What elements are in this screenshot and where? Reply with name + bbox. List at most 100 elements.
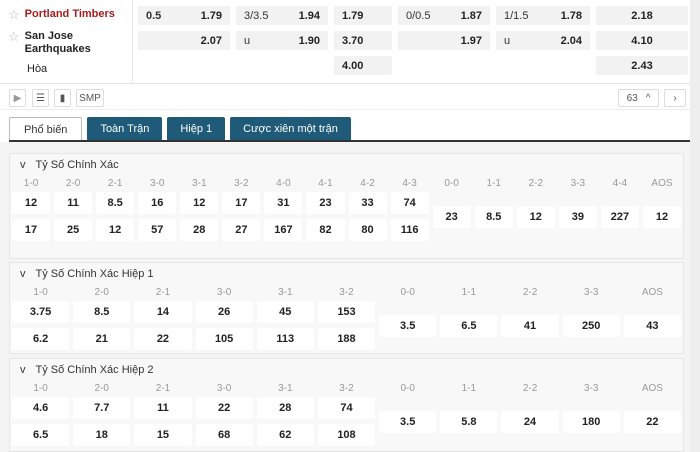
odds-cell[interactable]: 18 xyxy=(73,424,131,446)
odds-cell[interactable]: 8.5 xyxy=(96,192,135,214)
ou-over[interactable]: 3/3.5 1.94 xyxy=(236,6,328,25)
star-icon[interactable]: ☆ xyxy=(8,29,20,44)
odds-cell[interactable]: 24 xyxy=(501,411,559,433)
odds-cell[interactable]: 6.5 xyxy=(12,424,70,446)
section-header[interactable]: v Tỷ Số Chính Xác Hiệp 2 xyxy=(10,359,683,381)
odds-cell[interactable]: 45 xyxy=(256,301,314,323)
odds-cell[interactable]: 153 xyxy=(317,301,376,323)
h1-hdp-line: 0/0.5 xyxy=(406,9,431,22)
scrollbar[interactable] xyxy=(690,0,700,452)
odds-cell[interactable]: 113 xyxy=(256,328,314,350)
odds-cell[interactable]: 12 xyxy=(180,192,219,214)
odds-cell[interactable]: 12 xyxy=(516,206,555,228)
odds-cell[interactable]: 16 xyxy=(138,192,177,214)
odds-cell[interactable]: 25 xyxy=(54,219,93,241)
chevron-right-icon[interactable]: › xyxy=(664,89,686,107)
odds-cell[interactable]: 23 xyxy=(432,206,471,228)
h1-ou-under[interactable]: u 2.04 xyxy=(496,31,590,50)
score-label: 3-3 xyxy=(583,383,599,394)
odds-cell[interactable]: 6.2 xyxy=(12,328,70,350)
odds-cell[interactable]: 21 xyxy=(73,328,131,350)
section-header[interactable]: v Tỷ Số Chính Xác xyxy=(10,154,683,176)
odds-cell[interactable]: 250 xyxy=(562,315,620,337)
odds-cell[interactable]: 14 xyxy=(134,301,192,323)
h1-hdp-home[interactable]: 0/0.5 1.87 xyxy=(398,6,490,25)
odds-cell[interactable]: 57 xyxy=(138,219,177,241)
hdp-home[interactable]: 0.5 1.79 xyxy=(138,6,230,25)
odds-cell[interactable]: 3.5 xyxy=(379,315,437,337)
market-count: 63 xyxy=(626,92,638,104)
tab-same-game-parlay[interactable]: Cược xiên một trận xyxy=(230,117,351,141)
hdp-away[interactable]: 2.07 xyxy=(138,31,230,50)
play-icon[interactable]: ▶ xyxy=(9,89,26,107)
score-column: AOS 22 xyxy=(622,381,683,433)
odds-cell[interactable]: 33 xyxy=(348,192,387,214)
odds-cell[interactable]: 5.8 xyxy=(440,411,498,433)
odds-cell[interactable]: 28 xyxy=(180,219,219,241)
tab-popular[interactable]: Phổ biến xyxy=(9,117,83,141)
odds-cell[interactable]: 68 xyxy=(195,424,253,446)
tab-divider xyxy=(9,140,690,142)
odds-cell[interactable]: 22 xyxy=(195,397,253,419)
h1-x12-home[interactable]: 2.18 xyxy=(596,6,688,25)
h1-hdp-away[interactable]: 1.97 xyxy=(398,31,490,50)
odds-cell[interactable]: 108 xyxy=(317,424,376,446)
odds-cell[interactable]: 7.7 xyxy=(73,397,131,419)
odds-cell[interactable]: 188 xyxy=(317,328,376,350)
odds-cell[interactable]: 11 xyxy=(134,397,192,419)
score-label: AOS xyxy=(641,287,663,298)
odds-cell[interactable]: 3.75 xyxy=(12,301,70,323)
odds-cell[interactable]: 8.5 xyxy=(73,301,131,323)
odds-cell[interactable]: 27 xyxy=(222,219,261,241)
score-column: 0-0 3.5 xyxy=(377,381,438,433)
odds-cell[interactable]: 43 xyxy=(623,315,681,337)
x12-draw[interactable]: 4.00 xyxy=(334,56,392,75)
odds-cell[interactable]: 227 xyxy=(600,206,639,228)
odds-cell[interactable]: 82 xyxy=(306,219,345,241)
odds-cell[interactable]: 6.5 xyxy=(440,315,498,337)
odds-cell[interactable]: 116 xyxy=(390,219,429,241)
x12-away[interactable]: 3.70 xyxy=(334,31,392,50)
h1-x12-away[interactable]: 4.10 xyxy=(596,31,688,50)
odds-cell[interactable]: 80 xyxy=(348,219,387,241)
odds-cell[interactable]: 3.5 xyxy=(379,411,437,433)
odds-cell[interactable]: 62 xyxy=(256,424,314,446)
odds-cell[interactable]: 8.5 xyxy=(474,206,513,228)
score-column: 3-0 26 105 xyxy=(194,285,255,350)
odds: 1.94 xyxy=(298,9,320,22)
odds-cell[interactable]: 11 xyxy=(54,192,93,214)
smp-button[interactable]: SMP xyxy=(76,89,104,107)
odds-cell[interactable]: 22 xyxy=(623,411,681,433)
score-label: 1-1 xyxy=(461,383,477,394)
section-header[interactable]: v Tỷ Số Chính Xác Hiệp 1 xyxy=(10,263,683,285)
star-icon[interactable]: ☆ xyxy=(8,7,20,22)
odds-cell[interactable]: 26 xyxy=(195,301,253,323)
x12-home[interactable]: 1.79 xyxy=(334,6,392,25)
odds-cell[interactable]: 41 xyxy=(501,315,559,337)
odds-cell[interactable]: 39 xyxy=(558,206,597,228)
odds-cell[interactable]: 28 xyxy=(256,397,314,419)
odds-cell[interactable]: 105 xyxy=(195,328,253,350)
odds-cell[interactable]: 23 xyxy=(306,192,345,214)
ou-under[interactable]: u 1.90 xyxy=(236,31,328,50)
odds-cell[interactable]: 17 xyxy=(12,219,51,241)
tab-first-half[interactable]: Hiệp 1 xyxy=(167,117,226,141)
h1-x12-draw[interactable]: 2.43 xyxy=(596,56,688,75)
odds-cell[interactable]: 4.6 xyxy=(12,397,70,419)
odds-cell[interactable]: 15 xyxy=(134,424,192,446)
more-markets-button[interactable]: 63 ^ xyxy=(618,89,659,107)
odds-cell[interactable]: 180 xyxy=(562,411,620,433)
odds-cell[interactable]: 12 xyxy=(12,192,51,214)
stats-icon[interactable]: ▮ xyxy=(54,89,71,107)
odds-cell[interactable]: 17 xyxy=(222,192,261,214)
scoreboard-icon[interactable]: ☰ xyxy=(32,89,49,107)
h1-ou-over[interactable]: 1/1.5 1.78 xyxy=(496,6,590,25)
odds-cell[interactable]: 12 xyxy=(96,219,135,241)
odds-cell[interactable]: 74 xyxy=(317,397,376,419)
odds-cell[interactable]: 31 xyxy=(264,192,303,214)
odds-cell[interactable]: 167 xyxy=(264,219,303,241)
odds-cell[interactable]: 74 xyxy=(390,192,429,214)
odds-cell[interactable]: 22 xyxy=(134,328,192,350)
odds-cell[interactable]: 12 xyxy=(642,206,681,228)
tab-full-time[interactable]: Toàn Trận xyxy=(87,117,163,141)
